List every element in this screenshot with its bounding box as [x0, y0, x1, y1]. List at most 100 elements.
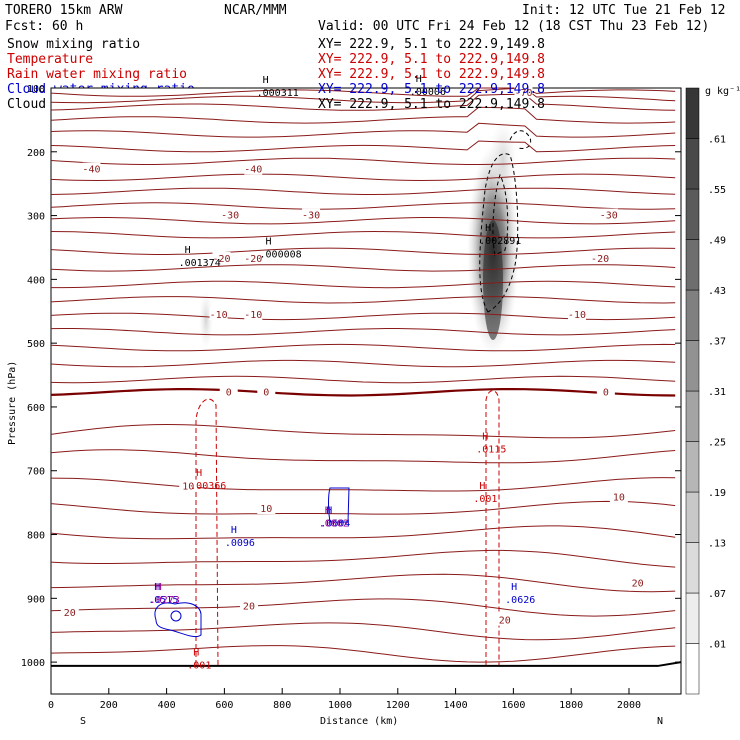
temperature-label: 0	[226, 387, 232, 398]
maximum-marker: H	[325, 506, 331, 517]
isotherm-line	[50, 247, 676, 256]
temperature-label: -40	[244, 165, 262, 176]
maxima-labels: H .00006 H .000311 H .002891 H .001374 H .000008 H…	[148, 74, 535, 671]
temperature-labels: -70 -40 -40 -30 -30 -30 -20 -20 -20 -10 -10 -10 0 0 0 1…	[60, 86, 647, 627]
y-tick-label: 900	[27, 594, 45, 605]
isotherm-line	[50, 359, 676, 368]
temperature-label-bg	[567, 308, 586, 321]
colorbar-segment	[685, 592, 700, 644]
colorbar-label: .31	[708, 387, 726, 398]
colorbar-label: .01	[708, 640, 726, 651]
x-tick-label: 1800	[559, 700, 583, 711]
isotherm-line	[50, 264, 676, 272]
y-axis-label: Pressure (hPa)	[7, 361, 18, 445]
y-tick-label: 100	[27, 84, 45, 95]
temperature-label: -20	[244, 254, 262, 265]
center-title: NCAR/MMM	[224, 3, 287, 18]
maximum-marker: H	[485, 223, 491, 234]
x-tick-label: 600	[215, 700, 233, 711]
temperature-label: -10	[568, 310, 586, 321]
temperature-label-bg	[221, 208, 240, 221]
maximum-value: .001374	[179, 258, 221, 269]
colorbar-label: .55	[708, 185, 726, 196]
maximum-value: .001	[473, 494, 497, 505]
isotherm-line	[50, 622, 676, 641]
isotherm-line	[50, 328, 676, 336]
isotherm-line	[50, 449, 676, 464]
x-tick-label: 800	[273, 700, 291, 711]
temperature-label: 10	[260, 504, 272, 515]
colorbar-segment	[685, 390, 700, 442]
colorbar-label: .25	[708, 438, 726, 449]
isotherm-line	[50, 157, 676, 165]
isotherm-line	[50, 343, 676, 352]
x-tick-label: 0	[48, 700, 54, 711]
isotherm-line	[50, 477, 676, 492]
isotherm-line	[50, 122, 676, 138]
colorbar-label: .61	[708, 135, 726, 146]
maximum-marker: H	[266, 236, 272, 247]
endpoint-north: N	[657, 716, 663, 727]
isotherm-line	[50, 375, 676, 384]
temperature-label: 20	[243, 602, 255, 613]
maximum-value: .0096	[225, 538, 255, 549]
x-tick-label: 400	[158, 700, 176, 711]
colorbar-segment	[685, 289, 700, 341]
maximum-marker: H	[416, 74, 422, 85]
forecast-hour: Fcst: 60 h	[5, 19, 83, 34]
temperature-label-bg	[212, 251, 231, 264]
endpoint-south: S	[80, 716, 86, 727]
cloud-water-contour	[154, 602, 202, 638]
temperature-label-bg	[82, 162, 101, 175]
maximum-marker: H	[326, 506, 332, 517]
colorbar-label: .49	[708, 236, 726, 247]
isotherm-line	[50, 230, 676, 239]
xy-label: XY= 222.9, 5.1 to 222.9,149.8	[318, 52, 545, 67]
maximum-value: .0626	[505, 595, 535, 606]
xy-labels: XY= 222.9, 5.1 to 222.9,149.8XY= 222.9, …	[318, 37, 545, 112]
isotherm-line	[50, 598, 676, 617]
maximum-marker: H	[511, 582, 517, 593]
isotherm-line	[50, 140, 676, 153]
temperature-label: -70	[514, 88, 532, 99]
y-tick-label: 400	[27, 275, 45, 286]
temperature-label: -30	[302, 211, 320, 222]
temperature-label-bg	[591, 251, 610, 264]
temperature-label-bg	[257, 502, 276, 515]
colorbar-label: .19	[708, 488, 726, 499]
rain-contour-left	[195, 398, 219, 666]
temperature-label-bg	[179, 479, 198, 492]
colorbar-segment	[685, 87, 700, 139]
snow-contour-inner	[492, 173, 509, 256]
colorbar-label: .13	[708, 539, 726, 550]
isotherm-line	[50, 187, 676, 195]
colorbar-unit: g kg⁻¹	[705, 86, 740, 97]
cloud-water-contour-small	[170, 610, 182, 622]
maximum-value: .00366	[190, 481, 226, 492]
temperature-label-bg	[596, 385, 615, 398]
x-axis-label: Distance (km)	[320, 716, 398, 727]
x-tick-label: 200	[100, 700, 118, 711]
temperature-label: 0	[603, 387, 609, 398]
isotherm-line	[50, 423, 676, 439]
y-tick-label: 1000	[21, 658, 45, 669]
isotherm-line	[50, 549, 676, 568]
xy-label: XY= 222.9, 5.1 to 222.9,149.8	[318, 97, 545, 112]
isotherm-line	[50, 93, 676, 111]
maximum-value: .000008	[260, 249, 302, 260]
temperature-label: -40	[82, 165, 100, 176]
temperature-label: -20	[591, 254, 609, 265]
legend-item: Rain water mixing ratio	[7, 67, 187, 82]
maximum-value: .0802	[319, 519, 349, 530]
temperature-label: 20	[632, 579, 644, 590]
xy-label: XY= 222.9, 5.1 to 222.9,149.8	[318, 82, 545, 97]
temperature-label-bg	[599, 208, 618, 221]
temperature-label-bg	[209, 308, 228, 321]
y-tick-label: 700	[27, 467, 45, 478]
init-time: Init: 12 UTC Tue 21 Feb 12	[522, 3, 726, 18]
temperature-label-bg	[244, 251, 263, 264]
valid-time: Valid: 00 UTC Fri 24 Feb 12 (18 CST Thu …	[318, 19, 709, 34]
temperature-label: -10	[244, 310, 262, 321]
